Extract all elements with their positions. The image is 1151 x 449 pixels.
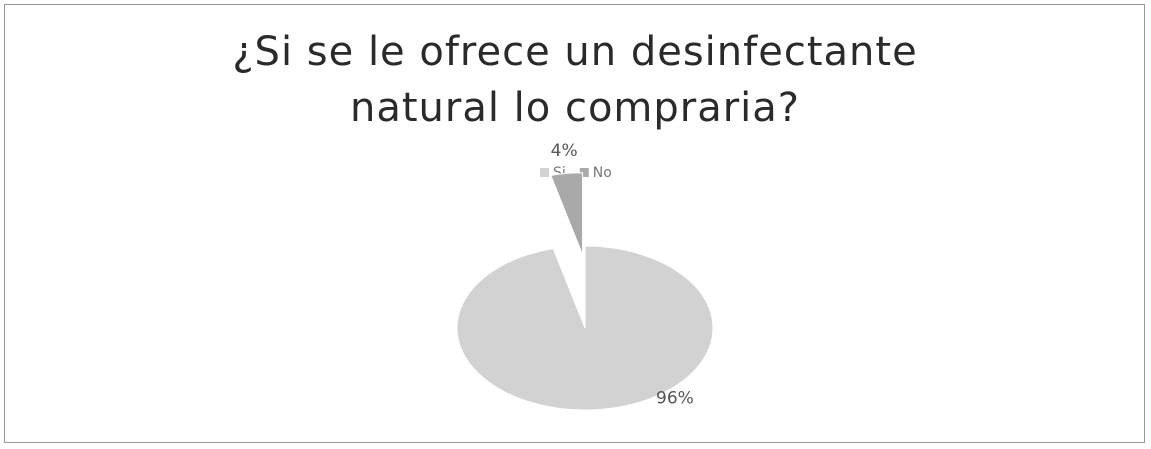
data-label: 96% bbox=[656, 388, 694, 408]
pie-slice bbox=[456, 245, 714, 411]
pie-slice bbox=[550, 172, 584, 255]
chart-frame bbox=[4, 4, 1145, 443]
legend-swatch bbox=[579, 168, 589, 177]
legend-swatch bbox=[540, 168, 549, 177]
legend-label: No bbox=[593, 165, 612, 181]
chart-title: ¿Si se le ofrece un desinfectante natura… bbox=[232, 29, 918, 131]
data-label: 4% bbox=[551, 141, 578, 161]
